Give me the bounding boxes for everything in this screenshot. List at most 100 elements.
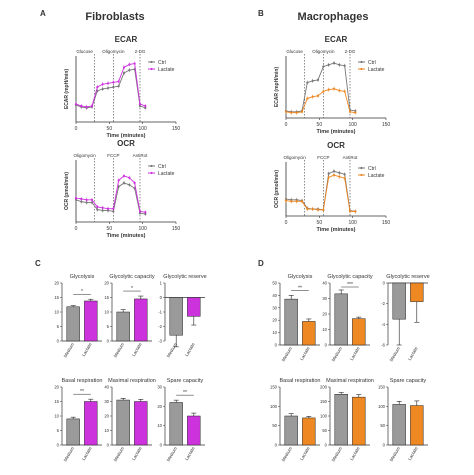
data-point — [348, 110, 352, 113]
data-point — [284, 199, 288, 202]
category-label: Medium — [63, 342, 75, 359]
data-point — [101, 83, 104, 86]
data-point — [112, 207, 115, 210]
data-point — [74, 102, 78, 106]
data-point — [316, 208, 320, 211]
bar — [187, 415, 201, 446]
data-point — [300, 110, 304, 113]
data-point — [122, 174, 126, 178]
header-fibroblasts: Fibroblasts — [85, 11, 144, 23]
category-label: Medium — [63, 446, 75, 463]
y-tick-label: 30 — [272, 305, 277, 310]
data-point — [90, 104, 94, 108]
data-point — [338, 171, 341, 174]
data-point — [338, 175, 341, 178]
bar — [284, 298, 298, 346]
data-point — [96, 208, 99, 211]
y-tick-label: 100 — [320, 414, 328, 419]
data-point — [112, 86, 115, 89]
bar — [84, 401, 98, 446]
significance-label: * — [81, 289, 83, 295]
bar-chart-c-2: Glycolytic capacity 0 5 10 15 20 Medium Lactate… — [104, 274, 155, 358]
chart-title: ECAR — [115, 35, 138, 44]
data-point — [354, 210, 357, 213]
category-label: Lactate — [184, 342, 196, 358]
bar — [116, 311, 130, 342]
data-point — [128, 176, 131, 179]
data-point — [117, 85, 120, 88]
chart-title: Glycolysis — [288, 274, 313, 280]
y-tick-label: 20 — [157, 404, 162, 409]
y-tick-label: -2 — [158, 324, 162, 329]
y-tick-label: 100 — [270, 404, 278, 409]
category-label: Lactate — [407, 446, 419, 462]
series-line — [285, 174, 356, 212]
line-chart-b-ocr: OCR 0 50 100 150 Time (minutes) OCR (pmol/min)… — [274, 141, 390, 233]
legend-label: Ctrl — [368, 60, 376, 66]
x-tick-label: 0 — [285, 122, 288, 128]
y-tick-label: 0 — [57, 339, 60, 344]
y-tick-label: 0 — [160, 295, 163, 300]
y-tick-label: 1 — [160, 281, 163, 286]
bar — [169, 402, 183, 446]
y-tick-label: 20 — [54, 385, 59, 390]
data-point — [144, 211, 147, 214]
chart-title: OCR — [327, 141, 345, 150]
y-tick-label: 150 — [378, 385, 386, 390]
data-point — [322, 90, 325, 93]
significance-label: * — [131, 286, 133, 292]
series-line — [75, 68, 146, 109]
data-point — [327, 63, 330, 66]
category-label: Lactate — [407, 346, 419, 362]
category-label: Medium — [281, 346, 293, 363]
category-label: Medium — [113, 446, 125, 463]
category-label: Lactate — [131, 342, 143, 358]
y-tick-label: 15 — [54, 295, 59, 300]
injection-label: Oligomycin — [74, 153, 97, 158]
chart-title: Basal respiration — [280, 378, 321, 384]
x-tick-label: 50 — [317, 122, 323, 128]
data-point — [74, 196, 78, 200]
data-point — [311, 79, 314, 82]
data-point — [348, 210, 352, 213]
data-point — [133, 181, 136, 185]
x-tick-label: 150 — [382, 220, 391, 226]
significance-label: *** — [347, 282, 353, 288]
data-point — [96, 86, 99, 89]
y-tick-label: -2 — [381, 301, 385, 306]
data-point — [133, 62, 136, 65]
data-point — [117, 80, 120, 83]
y-tick-label: 30 — [157, 385, 162, 390]
data-point — [311, 207, 314, 211]
data-point — [80, 104, 83, 108]
legend-label: Lactate — [368, 173, 385, 179]
bar-chart-d-4: Basal respiration 0 50 100 150 Medium Lactate — [270, 378, 320, 462]
data-point — [101, 206, 104, 209]
y-tick-label: 0 — [160, 443, 163, 448]
data-point — [338, 89, 341, 92]
y-tick-label: 50 — [380, 423, 385, 428]
legend-label: Ctrl — [368, 166, 376, 172]
category-label: Medium — [166, 446, 178, 463]
category-label: Medium — [331, 446, 343, 463]
data-point — [117, 185, 120, 188]
bar — [410, 282, 424, 302]
y-tick-label: 20 — [272, 318, 277, 323]
x-tick-label: 50 — [107, 126, 113, 132]
data-point — [117, 179, 120, 182]
bar-chart-d-5: Maximal respiration 0 50 100 150 200 Medium Lac… — [320, 378, 374, 462]
bar — [392, 282, 406, 320]
legend-label: Ctrl — [158, 164, 166, 170]
y-tick-label: 20 — [104, 414, 109, 419]
injection-label: Oligomycin — [284, 155, 307, 160]
y-tick-label: 20 — [104, 281, 109, 286]
data-point — [332, 174, 336, 177]
y-tick-label: 20 — [54, 281, 59, 286]
bar — [284, 415, 298, 446]
data-point — [106, 82, 110, 85]
data-point — [343, 173, 346, 176]
bar-chart-c-4: Basal respiration 0 5 10 15 20 Medium Lactate ** — [54, 378, 102, 462]
y-axis-label: OCR (pmol/min) — [274, 170, 280, 208]
bar-chart-d-1: Glycolysis 0 10 20 30 40 50 Medium Lactate ** — [272, 274, 320, 362]
data-point — [138, 102, 142, 106]
